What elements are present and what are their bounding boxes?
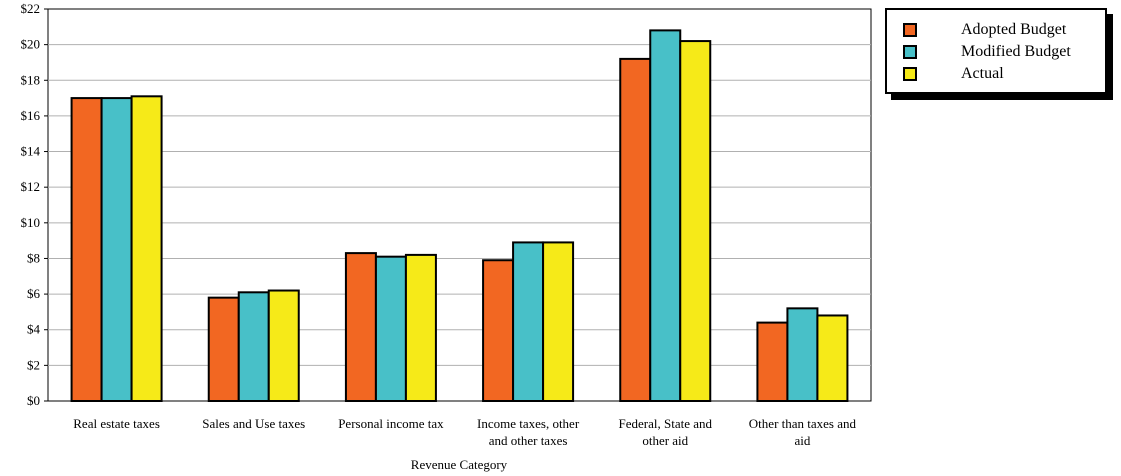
y-tick-label: $14: [21, 144, 41, 159]
x-tick-label: Federal, State and other aid: [619, 416, 713, 448]
y-tick-label: $10: [21, 215, 41, 230]
legend-swatch-adopted-budget: [903, 23, 917, 37]
y-tick-label: $18: [21, 72, 41, 87]
bar-modified-budget: [649, 29, 682, 403]
bar-adopted-budget: [70, 97, 103, 402]
x-tick-label: Other than taxes and aid: [749, 416, 857, 448]
x-axis-title: Revenue Category: [411, 457, 508, 472]
bar-actual: [404, 253, 437, 402]
y-tick-label: $12: [21, 179, 41, 194]
y-tick-label: $20: [21, 37, 41, 52]
bars: [70, 29, 849, 403]
x-tick-label: Real estate taxes: [73, 416, 160, 431]
y-tick-label: $4: [27, 322, 41, 337]
plot-area: [47, 8, 872, 402]
bar-adopted-budget: [207, 296, 240, 402]
y-tick-label: $16: [21, 108, 41, 123]
y-axis-ticks: $0 $2 $4 $6 $8 $10 $12 $14 $16 $18 $20 $22: [21, 1, 48, 408]
bar-adopted-budget: [619, 57, 652, 403]
bar-modified-budget: [512, 241, 545, 402]
legend-item-adopted-budget: Adopted Budget: [903, 20, 1066, 40]
bar-modified-budget: [374, 255, 407, 402]
bar-modified-budget: [100, 97, 133, 402]
legend-label-actual: Actual: [961, 65, 1004, 82]
legend-label-modified-budget: Modified Budget: [961, 43, 1071, 60]
legend-item-actual: Actual: [903, 64, 1004, 84]
x-tick-label: Income taxes, other and other taxes: [477, 416, 580, 448]
bar-adopted-budget: [756, 321, 789, 403]
bar-modified-budget: [237, 291, 270, 402]
legend: Adopted Budget Modified Budget Actual: [885, 8, 1107, 94]
bar-modified-budget: [786, 307, 819, 403]
x-axis-tick-labels: Real estate taxes Sales and Use taxes Pers…: [73, 416, 856, 448]
bar-actual: [130, 95, 163, 403]
bar-actual: [679, 40, 712, 403]
legend-item-modified-budget: Modified Budget: [903, 42, 1071, 62]
bar-actual: [267, 289, 300, 403]
bar-adopted-budget: [482, 259, 515, 402]
legend-swatch-actual: [903, 67, 917, 81]
y-tick-label: $0: [27, 393, 40, 408]
x-tick-label: Personal income tax: [338, 416, 444, 431]
y-tick-label: $6: [27, 286, 41, 301]
legend-label-adopted-budget: Adopted Budget: [961, 21, 1067, 38]
y-tick-label: $8: [27, 250, 40, 265]
y-tick-label: $22: [21, 1, 41, 16]
y-tick-label: $2: [27, 357, 40, 372]
bar-actual: [816, 314, 849, 402]
bar-actual: [542, 241, 575, 402]
grid-lines: [48, 44, 871, 366]
x-tick-label: Sales and Use taxes: [202, 416, 305, 431]
bar-adopted-budget: [344, 252, 377, 402]
legend-swatch-modified-budget: [903, 45, 917, 59]
